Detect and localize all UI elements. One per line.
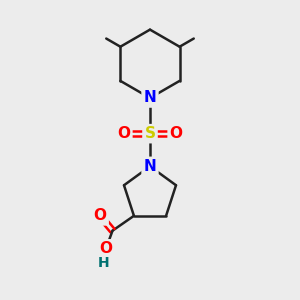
Text: O: O (117, 126, 130, 141)
Text: N: N (144, 91, 156, 106)
Text: O: O (170, 126, 183, 141)
Text: H: H (98, 256, 109, 271)
Text: S: S (145, 126, 155, 141)
Text: N: N (144, 159, 156, 174)
Text: O: O (94, 208, 106, 224)
Text: O: O (99, 241, 112, 256)
